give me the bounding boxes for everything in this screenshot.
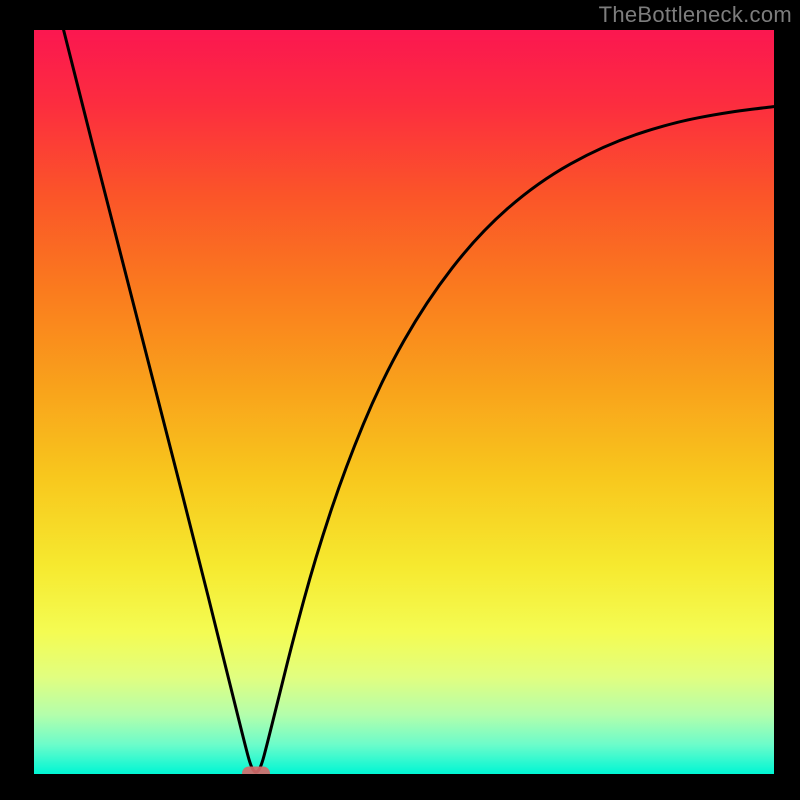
chart-frame: TheBottleneck.com: [0, 0, 800, 800]
chart-svg: [34, 30, 774, 774]
min-marker: [242, 767, 270, 775]
plot-area: [34, 30, 774, 774]
gradient-background: [34, 30, 774, 774]
watermark-text: TheBottleneck.com: [599, 2, 792, 28]
